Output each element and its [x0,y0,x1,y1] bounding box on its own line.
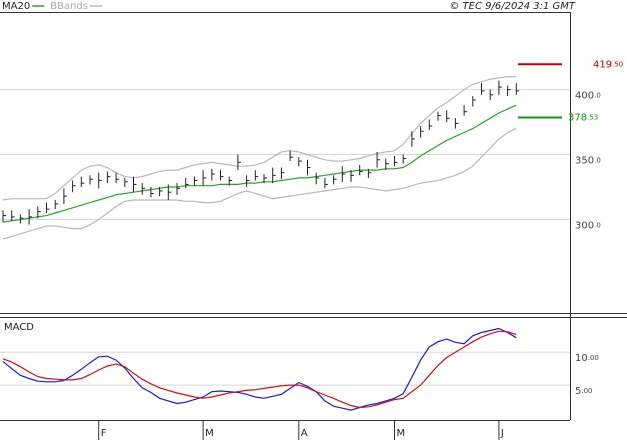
band-lower [2,128,517,240]
y-tick-label: 10.00 [575,353,599,364]
x-tick-label: A [301,428,308,439]
band-upper [2,76,517,201]
legend-label: MA20 [2,1,30,12]
y-tick-label: 350.0 [575,156,601,167]
price-marker-label: 419.50 [593,59,623,70]
x-tick-label: M [397,428,406,439]
x-tick-label: J [500,428,504,439]
y-tick-label: 5.00 [575,386,593,397]
price-marker-label: 378.53 [568,113,598,124]
x-tick-label: F [101,428,107,439]
macd-line [2,327,517,411]
panel-title: MACD [4,322,34,333]
macd-line [2,330,517,409]
ma-line [2,104,517,223]
y-tick-label: 400.0 [575,91,601,102]
y-tick-label: 300.0 [575,220,601,231]
legend-label: BBands [50,1,88,12]
credit: © TEC 9/6/2024 3:1 GMT [449,1,576,12]
x-tick-label: M [205,428,214,439]
